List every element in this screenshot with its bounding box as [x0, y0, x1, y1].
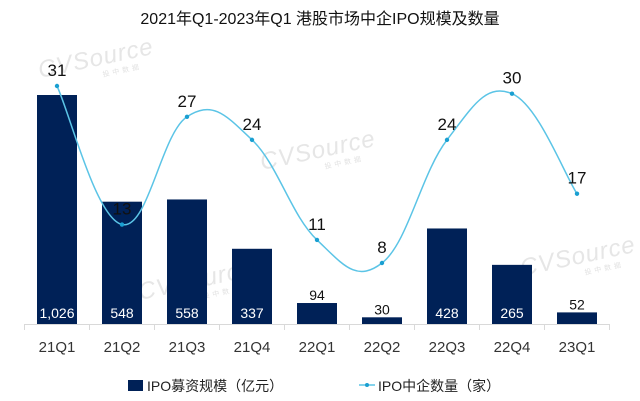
bar	[37, 95, 77, 324]
bar-data-label: 428	[435, 305, 459, 321]
line-point	[574, 191, 580, 196]
watermark-brand: CVSource	[258, 125, 378, 176]
line-series: 31 13 27 24 11 8 24 30 17	[48, 61, 587, 273]
x-tick-label: 21Q4	[234, 339, 271, 356]
line-point	[119, 222, 125, 227]
bar	[297, 303, 337, 324]
x-tick-label: 23Q1	[559, 339, 596, 356]
bar	[427, 228, 467, 324]
chart-title: 2021年Q1-2023年Q1 港股市场中企IPO规模及数量	[140, 10, 499, 28]
bar	[557, 312, 597, 324]
line-data-label: 27	[178, 92, 197, 111]
bar-data-label: 1,026	[39, 305, 74, 321]
x-tick-label: 21Q1	[39, 339, 76, 356]
line-data-label: 31	[48, 61, 67, 80]
bar-data-label: 30	[374, 301, 390, 317]
bar-series: 1,026 548 558 337 94 30 428 265 52	[37, 95, 597, 324]
line-data-label: 11	[308, 215, 326, 234]
legend-line-label: IPO中企数量（家）	[378, 378, 500, 394]
bar	[362, 317, 402, 324]
bar-data-label: 94	[309, 287, 325, 303]
line-point	[249, 137, 255, 143]
line-point	[54, 83, 60, 89]
bar	[102, 201, 142, 324]
line-path	[56, 85, 578, 273]
x-tick-label: 22Q3	[429, 339, 466, 356]
line-point	[379, 260, 385, 266]
line-point	[314, 237, 320, 243]
line-data-label: 24	[243, 115, 262, 134]
bar	[492, 264, 532, 324]
x-tick-label: 21Q3	[169, 339, 206, 356]
legend-bar-label: IPO募资规模（亿元）	[147, 378, 283, 394]
x-tick-label: 21Q2	[104, 339, 141, 356]
bar-data-label: 52	[569, 296, 585, 312]
bar-data-label: 265	[500, 305, 524, 321]
bar	[232, 248, 272, 324]
legend: IPO募资规模（亿元） IPO中企数量（家）	[128, 378, 500, 394]
line-point	[509, 91, 515, 96]
x-tick-labels: 21Q1 21Q2 21Q3 21Q4 22Q1 22Q2 22Q3 22Q4 23Q1	[39, 339, 596, 356]
x-tick-label: 22Q2	[364, 339, 401, 356]
bar-data-label: 337	[240, 305, 264, 321]
bar	[167, 199, 207, 324]
line-data-label: 8	[377, 238, 386, 257]
x-tick-label: 22Q1	[299, 339, 336, 356]
x-axis	[24, 324, 610, 330]
line-data-label: 17	[568, 169, 587, 188]
x-tick-label: 22Q4	[494, 339, 531, 356]
watermark-brand: CVSource	[518, 231, 638, 282]
legend-bar-swatch	[128, 380, 143, 391]
line-point	[444, 137, 450, 143]
legend-line-marker	[365, 383, 369, 387]
line-data-label: 13	[113, 200, 132, 219]
bar-data-label: 558	[175, 305, 199, 321]
line-data-label: 30	[503, 69, 522, 88]
line-data-label: 24	[438, 115, 457, 134]
line-point	[184, 114, 190, 119]
bar-data-label: 548	[110, 305, 134, 321]
